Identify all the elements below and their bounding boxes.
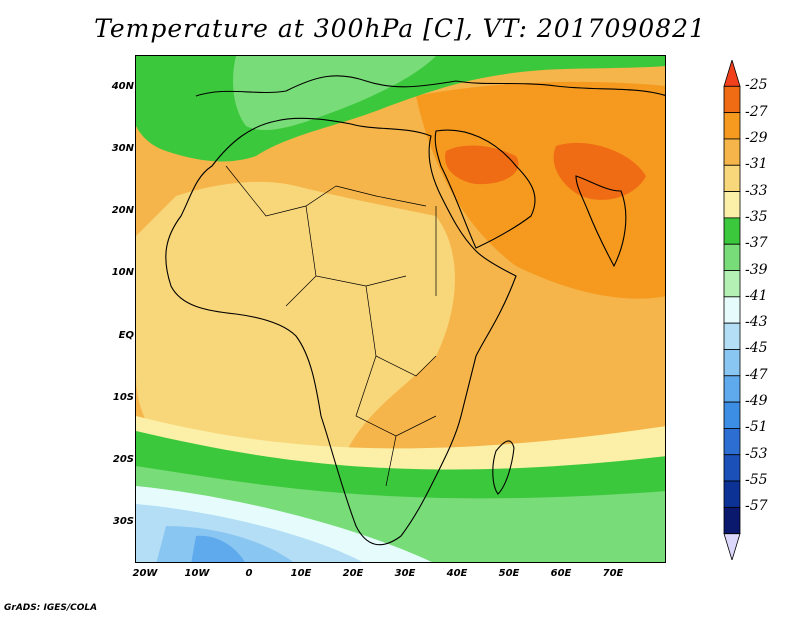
lon-label-20w: 20W	[132, 568, 158, 579]
lat-label-30s: 30S	[112, 516, 134, 527]
colorbar-tick-label: -47	[745, 366, 768, 383]
lat-label-10n: 10N	[111, 267, 134, 278]
colorbar-swatch	[723, 296, 741, 324]
lat-label-10s: 10S	[112, 392, 134, 403]
mediterranean-coast	[195, 75, 665, 97]
field-minus49-south	[191, 535, 245, 562]
colorbar-swatch	[723, 164, 741, 192]
colorbar-tick-label: -49	[745, 393, 768, 410]
colorbar-tick-label: -45	[745, 340, 768, 357]
colorbar-swatch	[723, 112, 741, 140]
country-borders	[225, 165, 437, 487]
madagascar-outline	[492, 440, 515, 495]
colorbar-tick-label: -57	[745, 498, 768, 515]
colorbar-swatch	[723, 480, 741, 508]
map-panel	[135, 55, 666, 563]
colorbar-tick-label: -25	[745, 77, 768, 94]
colorbar-tick-label: -41	[745, 287, 768, 304]
lon-label-70e: 70E	[602, 568, 624, 579]
colorbar-swatch	[723, 138, 741, 166]
lat-label-eq: EQ	[118, 330, 134, 341]
lat-label-40n: 40N	[111, 81, 134, 92]
colorbar-top-triangle	[723, 60, 741, 87]
colorbar-tick-label: -27	[745, 103, 768, 120]
colorbar-swatch	[723, 401, 741, 429]
colorbar-swatches	[723, 60, 741, 560]
lon-label-40e: 40E	[446, 568, 468, 579]
lon-label-20e: 20E	[342, 568, 364, 579]
colorbar-swatch	[723, 85, 741, 114]
colorbar-swatch	[723, 270, 741, 298]
field-minus27-b	[553, 142, 646, 200]
colorbar-tick-label: -39	[745, 261, 768, 278]
colorbar-tick-label: -53	[745, 445, 768, 462]
colorbar-swatch	[723, 428, 741, 456]
colorbar-bottom-triangle	[723, 533, 741, 560]
lon-label-10e: 10E	[290, 568, 312, 579]
lon-label-60e: 60E	[550, 568, 572, 579]
field-minus33	[136, 181, 455, 503]
arabia-outline	[434, 129, 536, 249]
lat-label-30n: 30N	[111, 143, 134, 154]
colorbar-swatch	[723, 243, 741, 271]
colorbar-swatch	[723, 375, 741, 403]
colorbar-swatch	[723, 217, 741, 245]
colorbar-tick-label: -29	[745, 129, 768, 146]
field-minus39-north	[233, 56, 436, 131]
colorbar-swatch	[723, 349, 741, 377]
colorbar-tick-label: -51	[745, 419, 768, 436]
field-minus27-a	[445, 145, 519, 185]
lon-label-0: 0	[245, 568, 253, 579]
lat-label-20n: 20N	[111, 205, 134, 216]
colorbar-tick-label: -35	[745, 208, 768, 225]
colorbar-tick-label: -37	[745, 235, 768, 252]
colorbar-swatch	[723, 191, 741, 219]
colorbar-tick-label: -33	[745, 182, 768, 199]
colorbar	[723, 60, 741, 560]
colorbar-tick-label: -55	[745, 472, 768, 489]
africa-coastline	[165, 117, 517, 546]
grads-credit: GrADS: IGES/COLA	[4, 603, 98, 613]
colorbar-tick-label: -31	[745, 156, 768, 173]
india-outline	[575, 175, 627, 268]
lon-label-50e: 50E	[498, 568, 520, 579]
lon-label-30e: 30E	[394, 568, 416, 579]
lon-label-10w: 10W	[184, 568, 210, 579]
temperature-field-map	[136, 56, 665, 562]
colorbar-swatch	[723, 322, 741, 350]
colorbar-swatch	[723, 506, 741, 535]
chart-title: Temperature at 300hPa [C], VT: 201709082…	[94, 14, 706, 43]
colorbar-swatch	[723, 454, 741, 482]
lat-label-20s: 20S	[112, 454, 134, 465]
colorbar-tick-label: -43	[745, 314, 768, 331]
